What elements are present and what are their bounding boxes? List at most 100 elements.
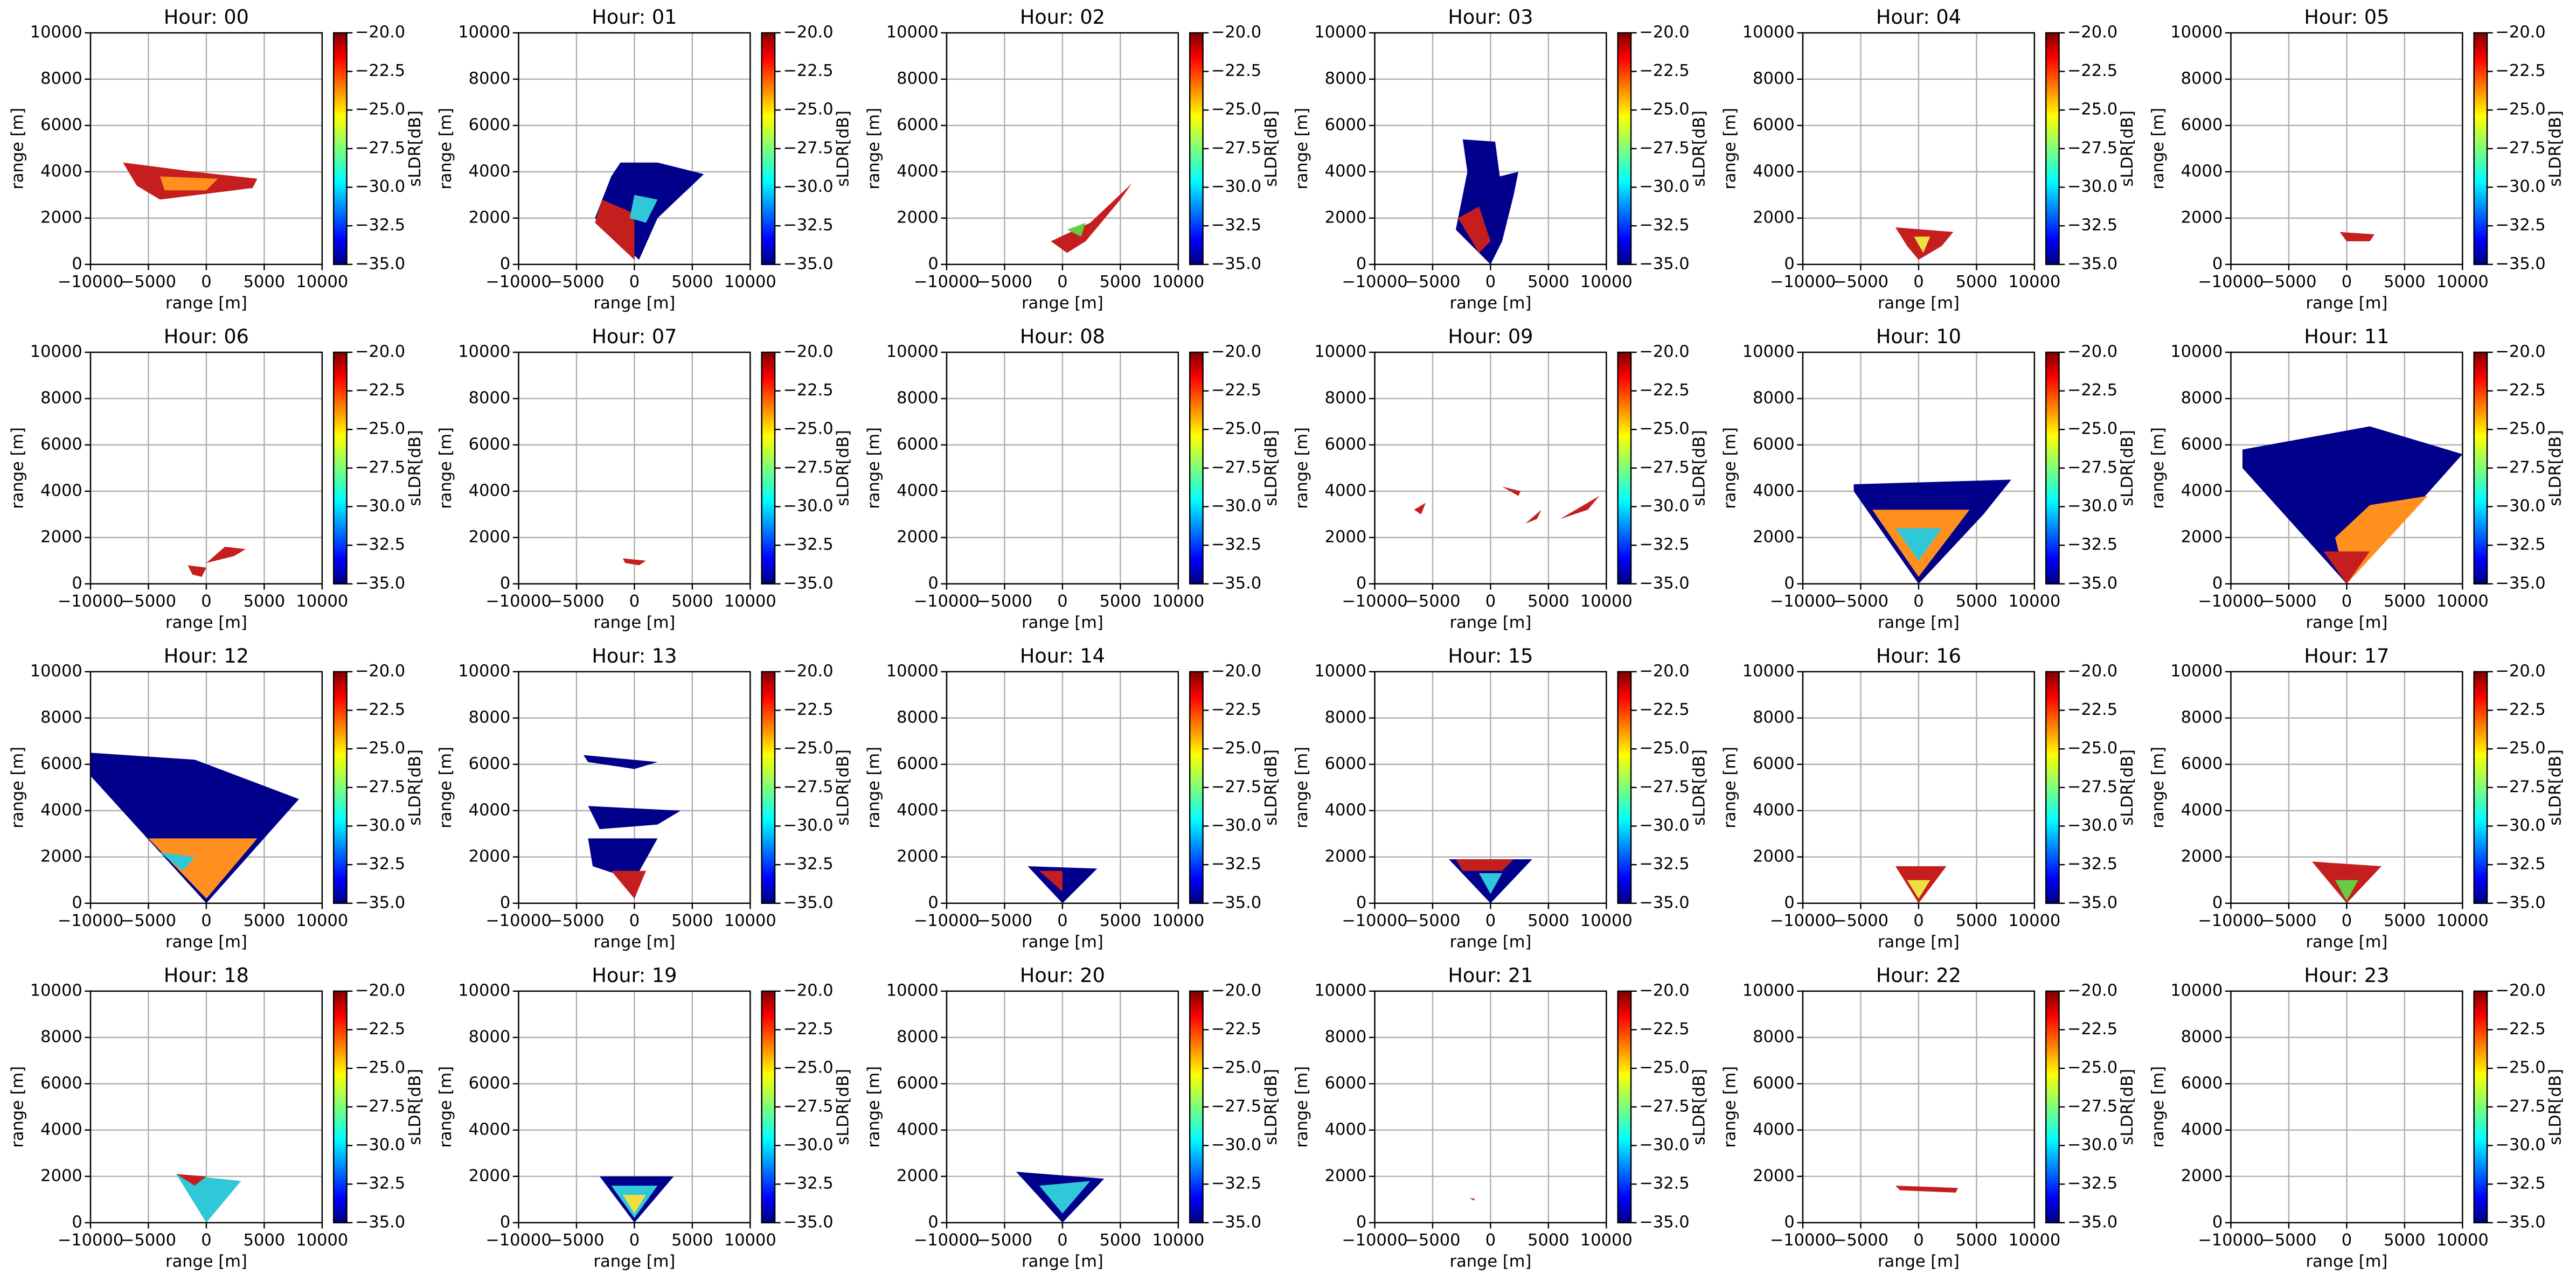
scan-region [588, 806, 681, 830]
x-tick-label: 10000 [724, 911, 776, 930]
x-tick-label: 10000 [1580, 1231, 1633, 1250]
subplot: Hour: 20 −10000−5000 0 5000 10000 0 2000 4000 60… [864, 964, 1281, 1271]
scan-region [1914, 236, 1931, 253]
x-tick-label: 10000 [1152, 1231, 1204, 1250]
colorbar-tick-label: −25.0 [1639, 739, 1689, 758]
scan-region [206, 547, 246, 563]
colorbar-tick-label: −22.5 [1211, 381, 1261, 400]
subplot: Hour: 05 −10000−5000 0 5000 10000 0 2000 4000 60… [2149, 5, 2565, 312]
scan-region [1469, 1198, 1475, 1201]
x-tick-label: −5000 [2261, 592, 2316, 611]
x-axis-label: range [m] [1450, 1252, 1532, 1271]
colorbar-tick-label: −25.0 [2495, 420, 2545, 438]
colorbar-tick-label: −25.0 [1211, 100, 1261, 119]
y-tick-label: 10000 [30, 342, 82, 361]
y-tick-label: 10000 [458, 662, 510, 680]
x-tick-label: 5000 [1100, 911, 1142, 930]
scan-region [595, 199, 635, 260]
y-tick-label: 6000 [897, 754, 939, 773]
x-axis-label: range [m] [594, 932, 676, 951]
colorbar-tick-label: −35.0 [1639, 254, 1689, 273]
scan-region [1895, 528, 1942, 561]
y-tick-label: 0 [2212, 574, 2223, 593]
x-tick-label: 0 [2342, 1231, 2352, 1250]
x-tick-label: 10000 [1152, 592, 1204, 611]
x-tick-label: 5000 [1527, 592, 1570, 611]
colorbar [332, 32, 348, 266]
y-tick-label: 8000 [469, 708, 511, 727]
subplot-title: Hour: 00 [164, 5, 249, 29]
scan-region [159, 176, 218, 191]
scan-region [2335, 880, 2358, 901]
colorbar-tick-label: −25.0 [2067, 420, 2117, 438]
subplot-title: Hour: 10 [1876, 325, 1961, 348]
colorbar-tick-label: −35.0 [2067, 1213, 2117, 1231]
scan-region [1455, 139, 1518, 264]
x-tick-label: 5000 [1956, 911, 1998, 930]
y-tick-label: 4000 [2181, 481, 2223, 500]
y-tick-label: 4000 [40, 162, 82, 180]
colorbar-tick-label: −25.0 [2067, 100, 2117, 119]
y-axis-label: range [m] [1720, 108, 1739, 190]
colorbar-label: sLDR[dB] [834, 110, 853, 187]
y-tick-label: 2000 [2181, 208, 2223, 227]
x-tick-label: −5000 [1405, 1231, 1460, 1250]
colorbar-tick-label: −30.0 [1639, 816, 1689, 835]
subplot: Hour: 00 −10000−5000 0 5000 10000 0 2000 4000 60… [8, 5, 425, 312]
x-tick-label: 10000 [2008, 273, 2060, 291]
colorbar-tick-label: −32.5 [1211, 1174, 1261, 1193]
y-tick-label: 10000 [1314, 662, 1366, 680]
colorbar [1617, 32, 1632, 266]
colorbar-tick-label: −22.5 [355, 700, 405, 719]
colorbar-tick-label: −27.5 [783, 458, 833, 477]
colorbar-tick-label: −30.0 [1639, 497, 1689, 516]
subplot: Hour: 22 −10000−5000 0 5000 10000 0 2000 4000 60… [1720, 964, 2137, 1271]
colorbar-tick-label: −25.0 [355, 1059, 405, 1077]
colorbar-tick-label: −32.5 [355, 1174, 405, 1193]
scan-region [1478, 873, 1502, 894]
x-tick-label: 5000 [2384, 1231, 2426, 1250]
y-tick-label: 2000 [897, 847, 939, 866]
y-tick-label: 2000 [2181, 847, 2223, 866]
x-tick-label: −10000 [2198, 1231, 2263, 1250]
y-tick-label: 0 [72, 893, 82, 912]
colorbar-tick-label: −30.0 [783, 177, 833, 196]
y-tick-label: 10000 [1742, 23, 1795, 41]
colorbar-tick-label: −20.0 [2495, 662, 2545, 680]
x-tick-label: −10000 [485, 1231, 551, 1250]
colorbar-tick-label: −27.5 [783, 777, 833, 796]
x-tick-label: −10000 [1342, 1231, 1407, 1250]
y-tick-label: 10000 [886, 981, 939, 1000]
y-axis-label: range [m] [8, 108, 27, 190]
colorbar [1617, 351, 1632, 585]
subplot-title: Hour: 15 [1448, 644, 1533, 667]
y-tick-label: 4000 [1753, 162, 1795, 180]
y-tick-label: 8000 [1325, 388, 1367, 407]
y-tick-label: 10000 [30, 662, 82, 680]
scan-region [1907, 880, 1931, 899]
y-tick-label: 10000 [2170, 23, 2223, 41]
colorbar-tick-label: −27.5 [1639, 1097, 1689, 1116]
x-tick-label: 5000 [2384, 592, 2426, 611]
y-tick-label: 4000 [2181, 1120, 2223, 1139]
y-tick-label: 2000 [40, 1166, 82, 1185]
x-tick-label: 5000 [1527, 911, 1570, 930]
colorbar-tick-label: −20.0 [1211, 23, 1261, 41]
x-tick-label: −10000 [58, 1231, 123, 1250]
x-axis-label: range [m] [165, 613, 247, 632]
x-tick-label: 0 [201, 1231, 211, 1250]
x-tick-label: −5000 [1405, 592, 1460, 611]
y-tick-label: 6000 [2181, 435, 2223, 454]
x-tick-label: 0 [629, 1231, 640, 1250]
colorbar-tick-label: −20.0 [1639, 662, 1689, 680]
y-tick-label: 10000 [1742, 662, 1795, 680]
y-tick-label: 8000 [469, 69, 511, 88]
colorbar-tick-label: −27.5 [783, 138, 833, 157]
x-tick-label: 5000 [671, 273, 713, 291]
colorbar [2473, 671, 2488, 904]
subplot: Hour: 17 −10000−5000 0 5000 10000 0 2000 4000 60… [2149, 644, 2565, 951]
y-tick-label: 6000 [897, 115, 939, 134]
x-axis-label: range [m] [2306, 613, 2388, 632]
colorbar [761, 32, 776, 266]
